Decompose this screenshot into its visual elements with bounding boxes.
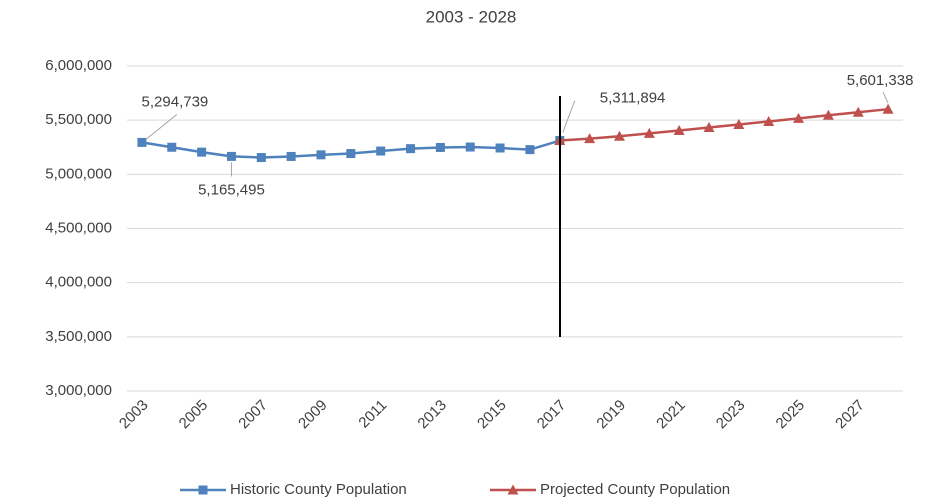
data-labels: 5,294,739 5,165,495 5,311,894 5,601,338 (142, 72, 914, 198)
x-tick-label: 2009 (295, 397, 331, 433)
leader-line (562, 100, 576, 133)
x-tick-label: 2017 (534, 397, 570, 433)
data-label: 5,165,495 (198, 181, 265, 198)
data-label: 5,294,739 (142, 93, 209, 110)
marker (406, 144, 416, 154)
leader-line (145, 114, 178, 140)
data-label: 5,601,338 (847, 72, 914, 89)
legend: Historic County Population Projected Coun… (180, 481, 730, 498)
marker (584, 133, 596, 144)
chart-title: 2003 - 2028 (426, 7, 517, 26)
marker (316, 150, 326, 160)
leader-line (882, 91, 889, 104)
marker (673, 124, 685, 135)
marker (793, 112, 805, 123)
plot-area (137, 103, 894, 163)
y-tick-label: 4,500,000 (45, 219, 112, 236)
marker (882, 103, 894, 114)
marker (346, 149, 356, 159)
marker (613, 130, 625, 141)
legend-label: Projected County Population (540, 481, 730, 498)
x-tick-label: 2023 (713, 397, 749, 433)
x-tick-label: 2021 (653, 397, 689, 433)
y-tick-label: 3,500,000 (45, 328, 112, 345)
y-tick-label: 5,500,000 (45, 111, 112, 128)
x-tick-label: 2015 (474, 397, 510, 433)
marker (197, 147, 207, 157)
y-tick-label: 6,000,000 (45, 57, 112, 74)
x-tick-label: 2027 (832, 397, 868, 433)
x-tick-label: 2025 (773, 397, 809, 433)
x-tick-label: 2003 (116, 397, 152, 433)
series-line (559, 107, 889, 142)
marker (137, 137, 147, 147)
y-tick-label: 4,000,000 (45, 274, 112, 291)
marker (507, 484, 519, 495)
marker (822, 109, 834, 120)
marker (733, 119, 745, 129)
marker (256, 153, 266, 163)
marker (198, 485, 208, 495)
x-tick-label: 2019 (593, 397, 629, 433)
marker (465, 142, 475, 152)
marker (167, 142, 177, 152)
y-tick-label: 3,000,000 (45, 382, 112, 399)
marker (763, 115, 775, 126)
x-tick-label: 2007 (235, 397, 271, 433)
data-label: 5,311,894 (600, 90, 666, 107)
marker (226, 151, 236, 161)
x-tick-label: 2011 (355, 397, 390, 432)
marker (495, 143, 505, 153)
marker (643, 127, 655, 138)
x-tick-label: 2013 (414, 397, 450, 433)
y-tick-label: 5,000,000 (45, 165, 112, 182)
marker (525, 145, 535, 155)
marker (435, 142, 445, 152)
marker (286, 151, 296, 161)
grid: 3,000,000 3,500,000 4,000,000 4,500,000 5,00… (45, 57, 903, 432)
marker (376, 146, 386, 156)
marker (703, 122, 715, 133)
x-tick-label: 2005 (176, 397, 212, 433)
marker (852, 106, 864, 117)
legend-label: Historic County Population (230, 481, 407, 498)
